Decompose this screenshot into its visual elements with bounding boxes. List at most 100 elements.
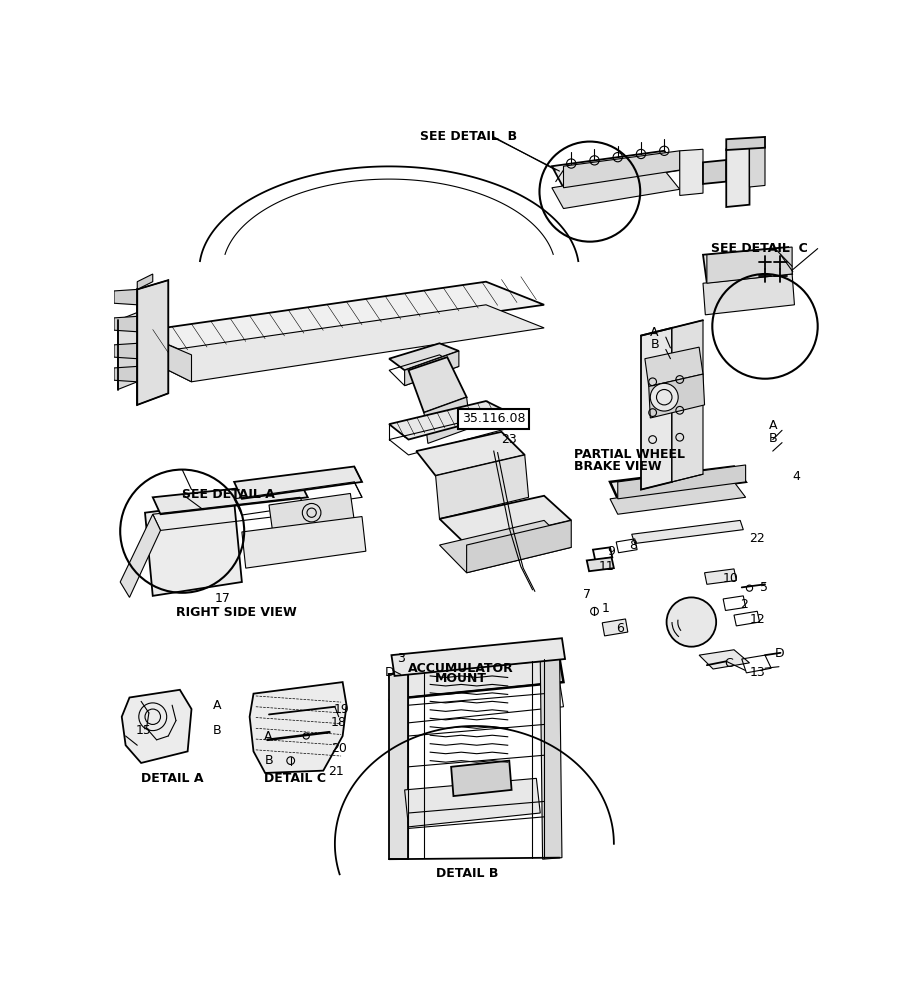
Polygon shape: [539, 657, 561, 859]
Text: DETAIL B: DETAIL B: [435, 867, 498, 880]
Polygon shape: [118, 312, 137, 351]
Polygon shape: [408, 357, 466, 413]
Polygon shape: [466, 520, 570, 573]
Text: 35.116.08: 35.116.08: [462, 412, 525, 425]
Text: SEE DETAIL  C: SEE DETAIL C: [710, 242, 806, 255]
Text: RIGHT SIDE VIEW: RIGHT SIDE VIEW: [176, 606, 296, 619]
Polygon shape: [640, 328, 671, 490]
Text: 1: 1: [601, 602, 609, 615]
Text: DETAIL C: DETAIL C: [263, 772, 325, 785]
Polygon shape: [114, 316, 137, 332]
Polygon shape: [586, 557, 613, 571]
Polygon shape: [551, 170, 679, 209]
Text: 4: 4: [792, 470, 799, 483]
Polygon shape: [389, 343, 458, 370]
Text: B: B: [264, 754, 272, 767]
Polygon shape: [250, 682, 346, 773]
Polygon shape: [679, 149, 702, 195]
Polygon shape: [439, 520, 570, 573]
Polygon shape: [389, 659, 563, 699]
Text: D: D: [774, 647, 783, 660]
Text: 19: 19: [333, 703, 349, 716]
Text: 23: 23: [500, 433, 516, 446]
Text: 13: 13: [749, 666, 764, 679]
Text: 2: 2: [740, 598, 747, 611]
Text: 20: 20: [331, 742, 346, 755]
Polygon shape: [435, 455, 528, 519]
Polygon shape: [725, 148, 749, 207]
Polygon shape: [702, 247, 792, 283]
Polygon shape: [609, 482, 745, 514]
Text: 3: 3: [396, 652, 404, 666]
Polygon shape: [563, 151, 679, 188]
Polygon shape: [609, 466, 745, 499]
Text: 5: 5: [760, 581, 767, 594]
Polygon shape: [404, 778, 539, 827]
Polygon shape: [152, 482, 307, 514]
Polygon shape: [118, 343, 137, 389]
Text: 17: 17: [214, 592, 230, 605]
Polygon shape: [631, 520, 742, 544]
Polygon shape: [389, 674, 408, 859]
Polygon shape: [121, 690, 191, 763]
Polygon shape: [749, 146, 764, 187]
Polygon shape: [415, 432, 524, 476]
Polygon shape: [389, 401, 508, 440]
Text: 8: 8: [629, 539, 637, 552]
Circle shape: [666, 597, 715, 647]
Polygon shape: [702, 274, 793, 315]
Polygon shape: [114, 289, 137, 305]
Polygon shape: [120, 514, 160, 597]
Polygon shape: [601, 619, 627, 636]
Polygon shape: [114, 343, 137, 359]
Text: 12: 12: [749, 613, 764, 626]
Text: 15: 15: [136, 724, 151, 737]
Polygon shape: [706, 247, 792, 283]
Polygon shape: [451, 761, 511, 796]
Polygon shape: [617, 465, 745, 499]
Polygon shape: [269, 493, 353, 533]
Text: D: D: [384, 666, 394, 679]
Text: 7: 7: [582, 588, 590, 601]
Polygon shape: [137, 332, 191, 382]
Text: ACCUMULATOR: ACCUMULATOR: [407, 662, 513, 675]
Polygon shape: [137, 274, 152, 289]
Polygon shape: [725, 137, 764, 150]
Text: 6: 6: [616, 622, 623, 635]
Text: 9: 9: [607, 545, 615, 558]
Polygon shape: [145, 501, 241, 596]
Polygon shape: [137, 282, 544, 355]
Text: B: B: [212, 724, 220, 737]
Text: BRAKE VIEW: BRAKE VIEW: [574, 460, 661, 473]
Polygon shape: [704, 569, 735, 584]
Polygon shape: [137, 280, 168, 405]
Polygon shape: [114, 366, 137, 382]
Text: 21: 21: [328, 765, 343, 778]
Text: B: B: [768, 432, 777, 445]
Text: 11: 11: [599, 560, 614, 573]
Polygon shape: [702, 160, 725, 184]
Text: A: A: [650, 326, 658, 339]
Text: 22: 22: [749, 532, 764, 545]
Text: 18: 18: [331, 716, 346, 729]
Text: C: C: [724, 657, 732, 670]
Text: SEE DETAIL A: SEE DETAIL A: [182, 488, 275, 501]
Polygon shape: [234, 466, 362, 499]
Polygon shape: [241, 517, 365, 568]
Text: PARTIAL WHEEL: PARTIAL WHEEL: [574, 448, 684, 461]
Polygon shape: [671, 320, 702, 482]
Polygon shape: [424, 397, 470, 443]
Polygon shape: [648, 374, 704, 418]
Text: A: A: [264, 730, 272, 742]
Text: 10: 10: [722, 572, 737, 585]
Polygon shape: [439, 496, 570, 545]
Text: A: A: [212, 699, 220, 712]
Text: MOUNT: MOUNT: [434, 672, 486, 685]
Polygon shape: [404, 351, 458, 386]
Text: A: A: [768, 419, 776, 432]
Text: B: B: [650, 338, 659, 351]
Polygon shape: [551, 151, 679, 188]
Polygon shape: [391, 638, 565, 676]
Polygon shape: [699, 650, 749, 669]
Polygon shape: [137, 305, 544, 382]
